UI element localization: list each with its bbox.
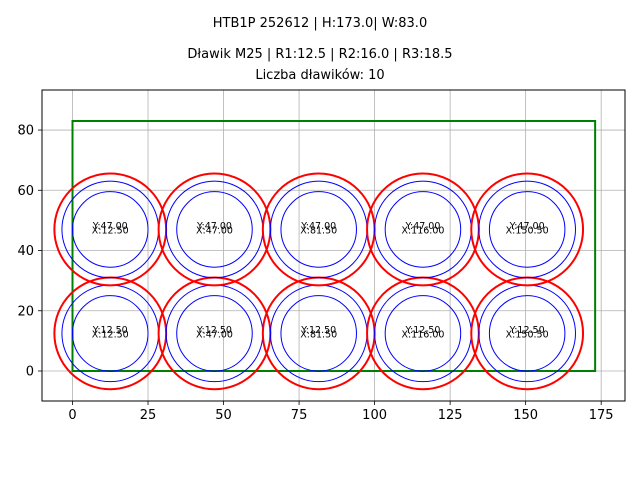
x-tick-label: 75: [291, 408, 308, 423]
gland-label-x: X:47.00: [196, 329, 233, 340]
gland-circle-r3: [470, 172, 585, 287]
grid-lines: [42, 90, 625, 401]
gland-label-x: X:47.00: [196, 225, 233, 236]
gland-circle-r2: [478, 180, 576, 279]
chart-title-line-3: Liczba dławików: 10: [255, 68, 385, 83]
x-tick-label: 25: [140, 408, 157, 423]
gland-label-y: Y:47.00: [92, 221, 128, 232]
y-tick-label: 20: [17, 304, 34, 319]
y-tick-label: 60: [17, 184, 34, 199]
y-tick-label: 0: [26, 365, 34, 380]
gland-circle-r1: [384, 295, 462, 372]
gland-circle-r1: [280, 295, 357, 372]
gland-label-y: Y:47.00: [196, 221, 232, 232]
gland-label-x: X:150.50: [506, 225, 549, 236]
gland-label-y: Y:12.50: [196, 325, 232, 336]
x-tick-label: 0: [68, 408, 76, 423]
chart-title-line-2: Dławik M25 | R1:12.5 | R2:16.0 | R3:18.5: [187, 47, 453, 62]
gland-circle-r1: [176, 295, 253, 372]
gland-label-y: Y:47.00: [300, 221, 336, 232]
gland-label-y: Y:12.50: [300, 325, 336, 336]
gland-circle-r1: [280, 191, 357, 268]
gland-label-y: Y:12.50: [509, 325, 545, 336]
chart-title-line-1: HTB1P 252612 | H:173.0| W:83.0: [212, 16, 428, 31]
gland-label-x: X:81.50: [300, 225, 337, 236]
gland-label-y: Y:12.50: [92, 325, 128, 336]
gland-label-x: X:116.00: [401, 225, 444, 236]
gland-circle-r1: [72, 295, 149, 372]
gland-labels: Y:12.50X:12.50 Y:12.50X:47.00 Y:12.50X:81.…: [92, 221, 549, 340]
y-axis-ticks: 0 20 40 60 80: [17, 124, 42, 380]
x-tick-label: 175: [589, 408, 614, 423]
x-tick-label: 150: [513, 408, 538, 423]
x-tick-label: 100: [362, 408, 387, 423]
x-tick-label: 50: [215, 408, 232, 423]
gland-label-x: X:12.50: [92, 225, 129, 236]
gland-label-x: X:116.00: [401, 329, 444, 340]
y-tick-label: 80: [17, 124, 34, 139]
enclosure-rectangle: [71, 120, 597, 372]
gland-label-x: X:81.50: [300, 329, 337, 340]
gland-label-y: Y:12.50: [404, 325, 440, 336]
gland-label-x: X:12.50: [92, 329, 129, 340]
gland-circle-r1: [488, 191, 566, 268]
gland-label-x: X:150.50: [506, 329, 549, 340]
gland-circles: [53, 172, 585, 391]
gland-circle-r1: [384, 191, 462, 268]
x-tick-label: 125: [438, 408, 463, 423]
gland-label-y: Y:47.00: [509, 221, 545, 232]
axes-frame: [41, 89, 626, 402]
x-axis-ticks: 0 25 50 75 100 125 150 175: [68, 401, 614, 423]
gland-circle-r1: [176, 191, 253, 268]
gland-circle-r1: [72, 191, 149, 268]
y-tick-label: 40: [17, 244, 34, 259]
gland-circle-r1: [488, 295, 566, 372]
enclosure-outline: [71, 120, 597, 372]
gland-label-y: Y:47.00: [404, 221, 440, 232]
